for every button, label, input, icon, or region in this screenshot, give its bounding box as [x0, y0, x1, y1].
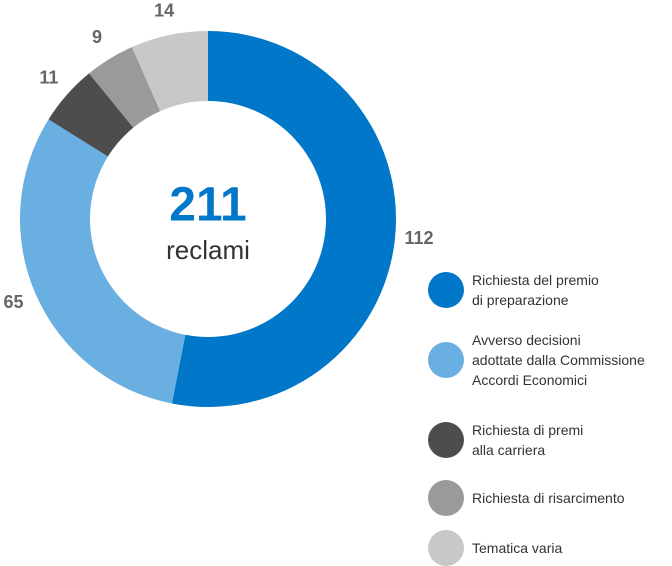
value-label: 9 — [92, 27, 102, 47]
center-value: 211 — [169, 179, 246, 232]
legend-label: Tematica varia — [472, 540, 563, 556]
value-label: 11 — [39, 68, 58, 88]
legend-swatch — [428, 342, 464, 378]
legend-swatch — [428, 530, 464, 566]
center-label: reclami — [166, 235, 250, 265]
legend-swatch — [428, 272, 464, 308]
legend-label: Richiesta del premio di preparazione — [472, 272, 599, 308]
donut-slice — [131, 31, 208, 112]
legend-item: Richiesta del premio di preparazione — [428, 270, 599, 310]
legend-label: Richiesta di premi alla carriera — [472, 422, 584, 458]
donut-slice — [48, 73, 134, 157]
donut-slice — [89, 47, 161, 128]
value-label: 65 — [4, 292, 24, 312]
donut-slice — [171, 31, 396, 407]
legend-label: Avverso decisioni adottate dalla Commiss… — [472, 332, 645, 388]
legend-item: Richiesta di risarcimento — [428, 480, 625, 516]
legend-item: Tematica varia — [428, 530, 562, 566]
legend-swatch — [428, 480, 464, 516]
legend-item: Avverso decisioni adottate dalla Commiss… — [428, 330, 645, 390]
value-label: 14 — [154, 0, 174, 20]
donut-slice — [19, 119, 186, 404]
legend-item: Richiesta di premi alla carriera — [428, 420, 583, 460]
legend-swatch — [428, 422, 464, 458]
value-label: 112 — [404, 228, 433, 248]
legend-label: Richiesta di risarcimento — [472, 490, 625, 506]
